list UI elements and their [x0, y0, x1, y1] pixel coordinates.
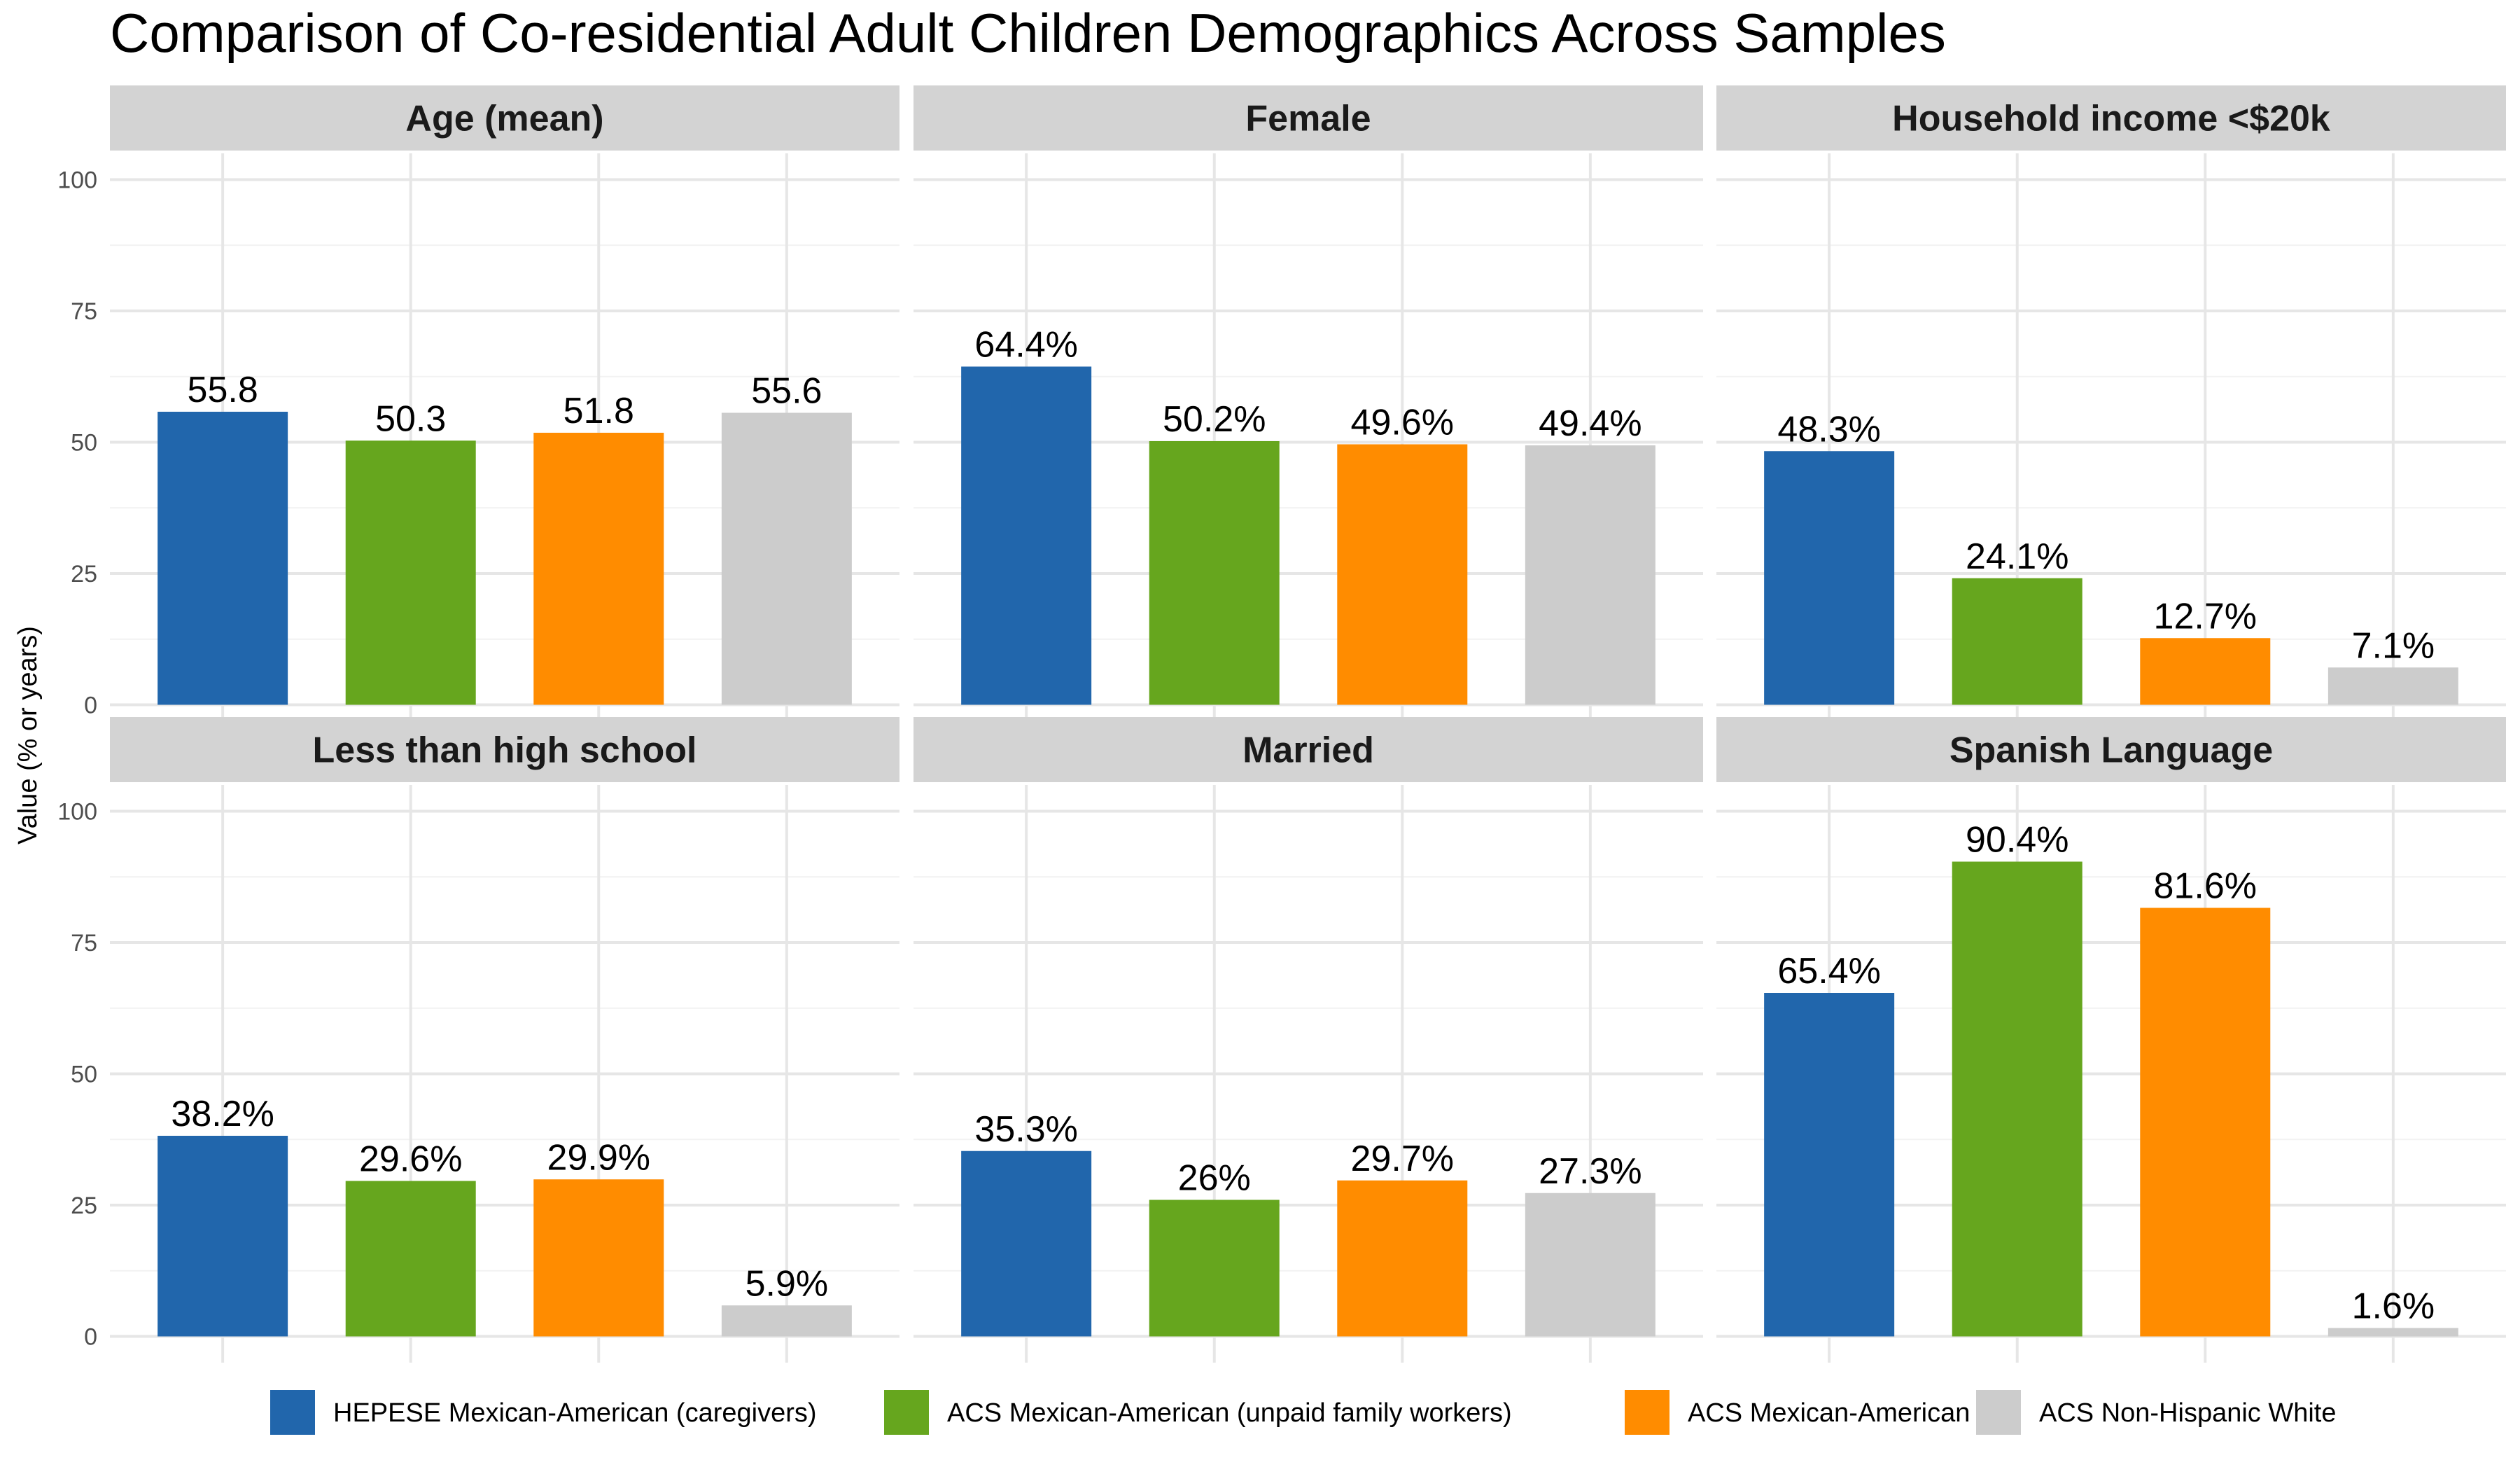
panel-title: Less than high school [313, 730, 697, 771]
data-label: 29.9% [547, 1137, 650, 1178]
y-tick-label: 50 [71, 1062, 97, 1088]
data-label: 50.2% [1163, 399, 1266, 440]
bar [961, 366, 1092, 705]
data-label: 27.3% [1539, 1151, 1642, 1192]
legend-swatch [1625, 1390, 1670, 1435]
bar [961, 1150, 1092, 1337]
bar [2328, 667, 2458, 705]
bar [2140, 638, 2271, 705]
panel-strip [1716, 717, 2506, 782]
panel-strip [913, 717, 1703, 782]
bar [1952, 861, 2082, 1337]
data-label: 29.7% [1351, 1139, 1454, 1179]
data-label: 51.8 [564, 391, 634, 431]
legend-label: ACS Mexican-American (unpaid family work… [947, 1398, 1512, 1428]
data-label: 38.2% [171, 1094, 274, 1134]
y-tick-label: 75 [71, 930, 97, 957]
data-label: 1.6% [2352, 1286, 2435, 1327]
data-label: 29.6% [359, 1139, 462, 1180]
y-tick-label: 25 [71, 1193, 97, 1219]
bar [1149, 1200, 1280, 1337]
panel-title: Married [1242, 730, 1374, 771]
y-tick-label: 100 [57, 167, 97, 194]
data-label: 26% [1178, 1158, 1251, 1199]
bar [721, 412, 852, 705]
data-label: 12.7% [2154, 596, 2257, 637]
data-label: 7.1% [2352, 625, 2435, 666]
legend-label: ACS Mexican-American [1688, 1398, 1970, 1428]
data-label: 55.8 [188, 370, 258, 410]
bar [721, 1305, 852, 1337]
bar [1337, 1180, 1468, 1337]
legend-label: HEPESE Mexican-American (caregivers) [333, 1398, 817, 1428]
legend-swatch [270, 1390, 315, 1435]
data-label: 64.4% [974, 325, 1077, 366]
bar [158, 1136, 288, 1337]
panel-title: Age (mean) [405, 99, 603, 139]
legend-swatch [1976, 1390, 2021, 1435]
bar [2328, 1328, 2458, 1337]
panel-title: Spanish Language [1949, 730, 2273, 771]
y-tick-label: 100 [57, 799, 97, 826]
bar [345, 440, 476, 705]
bar [2140, 908, 2271, 1337]
y-tick-label: 0 [84, 1324, 97, 1351]
bar [1337, 444, 1468, 705]
legend-label: ACS Non-Hispanic White [2039, 1398, 2336, 1428]
data-label: 90.4% [1966, 820, 2068, 861]
panel-strip [110, 717, 899, 782]
panel-title: Female [1245, 99, 1371, 139]
data-label: 5.9% [746, 1263, 829, 1304]
data-label: 24.1% [1966, 536, 2068, 577]
panel-strip [913, 85, 1703, 151]
data-label: 81.6% [2154, 866, 2257, 907]
data-label: 50.3 [375, 398, 446, 439]
bar [1764, 993, 1895, 1337]
panel-strip [1716, 85, 2506, 151]
bar [533, 433, 664, 705]
bar [1149, 441, 1280, 705]
bar [158, 412, 288, 705]
data-label: 49.4% [1539, 403, 1642, 444]
panel-title: Household income <$20k [1892, 99, 2330, 139]
data-label: 35.3% [974, 1109, 1077, 1150]
bar [533, 1179, 664, 1337]
panel-strip [110, 85, 899, 151]
data-label: 65.4% [1777, 951, 1880, 992]
y-axis-label: Value (% or years) [13, 626, 43, 844]
y-tick-label: 75 [71, 298, 97, 325]
bar [1525, 445, 1656, 705]
chart-title: Comparison of Co-residential Adult Child… [110, 2, 1946, 64]
y-tick-label: 0 [84, 693, 97, 719]
legend-swatch [884, 1390, 929, 1435]
bar [345, 1181, 476, 1337]
data-label: 55.6 [751, 371, 822, 412]
bar [1525, 1193, 1656, 1337]
data-label: 48.3% [1777, 409, 1880, 450]
data-label: 49.6% [1351, 403, 1454, 443]
bar [1952, 578, 2082, 705]
bar [1764, 451, 1895, 705]
y-tick-label: 50 [71, 430, 97, 457]
y-tick-label: 25 [71, 561, 97, 587]
